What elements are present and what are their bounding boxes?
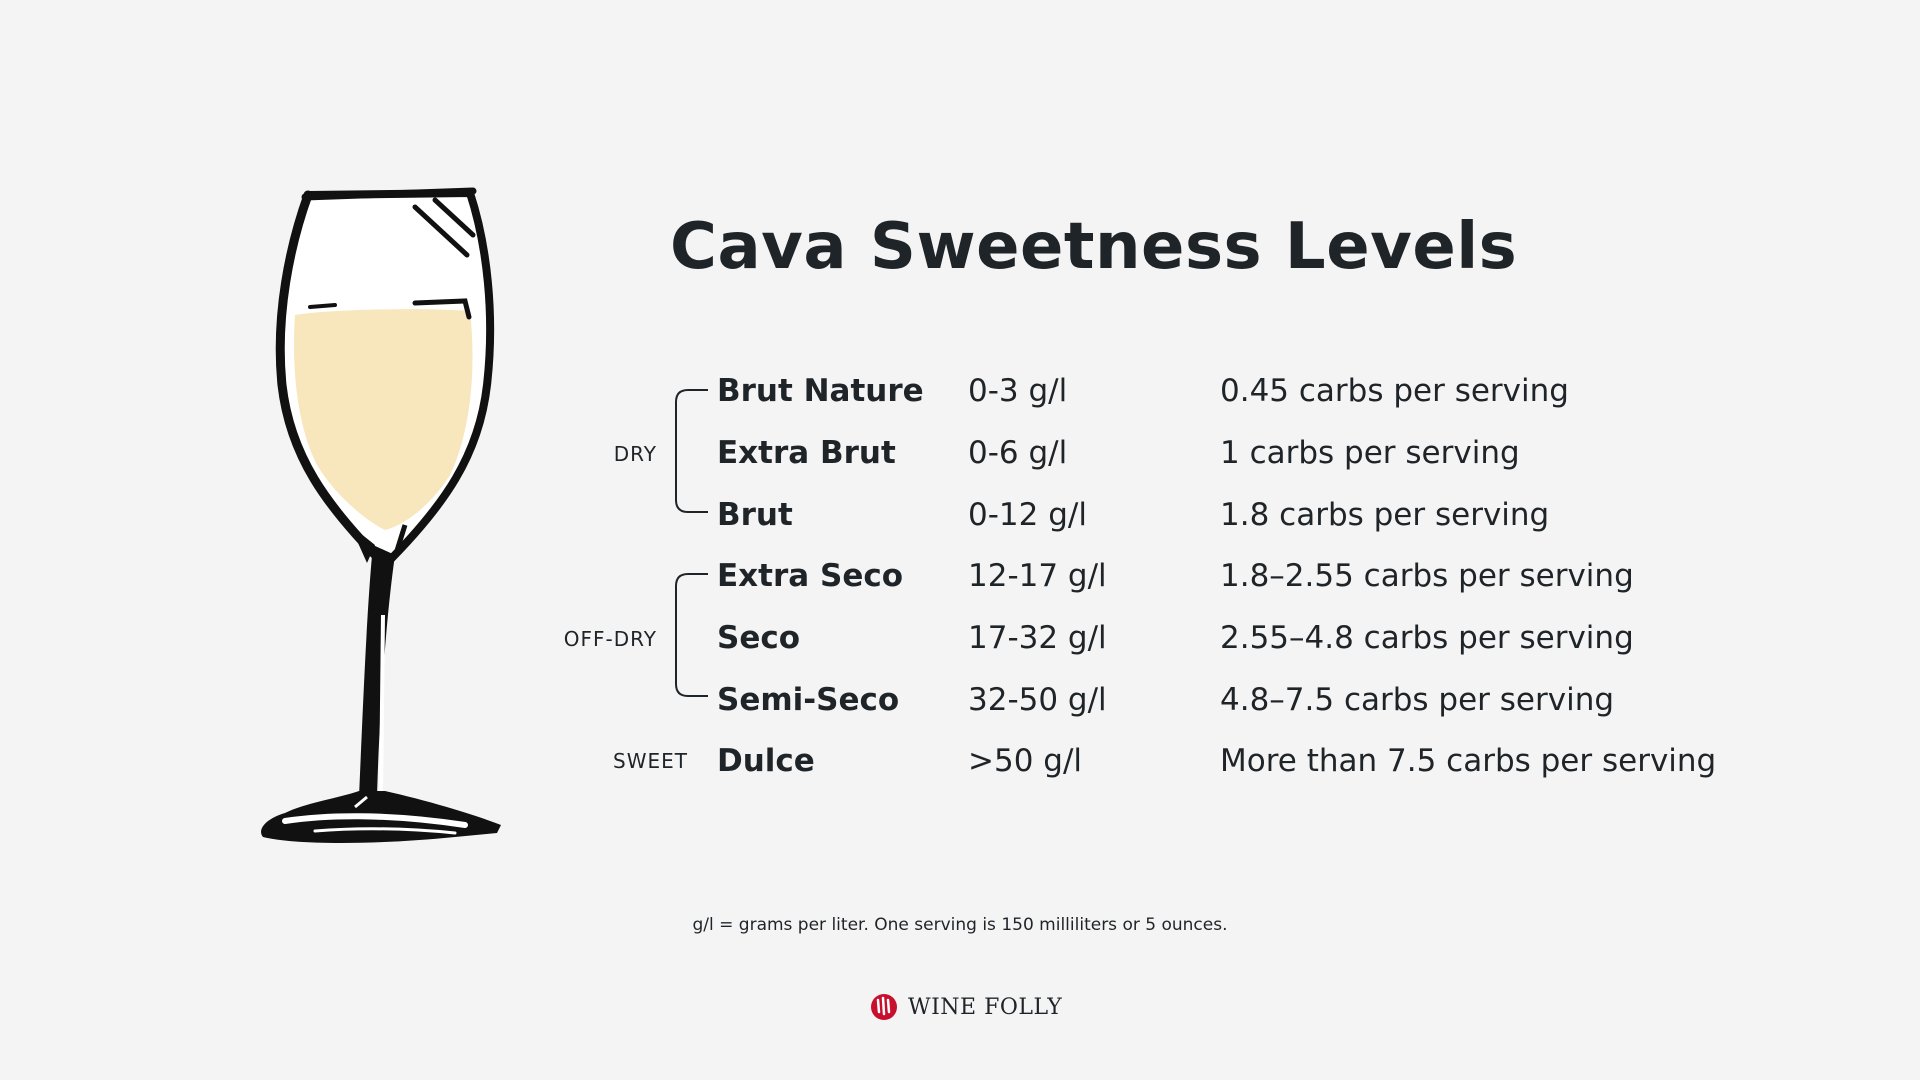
level-carbs: 0.45 carbs per serving [1220, 373, 1569, 409]
level-row-extra-brut: Extra Brut 0-6 g/l 1 carbs per serving [0, 422, 1920, 484]
level-row-extra-seco: Extra Seco 12-17 g/l 1.8–2.55 carbs per … [0, 545, 1920, 607]
level-carbs: 1.8–2.55 carbs per serving [1220, 558, 1634, 594]
level-row-semi-seco: Semi-Seco 32-50 g/l 4.8–7.5 carbs per se… [0, 669, 1920, 731]
level-carbs: More than 7.5 carbs per serving [1220, 743, 1717, 779]
level-row-brut-nature: Brut Nature 0-3 g/l 0.45 carbs per servi… [0, 360, 1920, 422]
level-name: Semi-Seco [717, 682, 900, 718]
level-carbs: 1.8 carbs per serving [1220, 497, 1550, 533]
level-sugar: 12-17 g/l [968, 558, 1107, 594]
wine-folly-logo-icon [871, 994, 897, 1020]
level-row-brut: Brut 0-12 g/l 1.8 carbs per serving [0, 484, 1920, 546]
page-title: Cava Sweetness Levels [670, 210, 1518, 284]
level-name: Brut Nature [717, 373, 924, 409]
level-carbs: 2.55–4.8 carbs per serving [1220, 620, 1634, 656]
level-name: Extra Seco [717, 558, 904, 594]
level-sugar: >50 g/l [968, 743, 1083, 779]
footnote: g/l = grams per liter. One serving is 15… [692, 915, 1228, 935]
brand-logo: WINE FOLLY [870, 990, 1062, 1024]
level-row-dulce: Dulce >50 g/l More than 7.5 carbs per se… [0, 730, 1920, 792]
level-name: Dulce [717, 743, 815, 779]
champagne-glass-illustration [261, 187, 501, 843]
level-sugar: 17-32 g/l [968, 620, 1107, 656]
group-label-off-dry: OFF-DRY [563, 627, 657, 651]
level-sugar: 32-50 g/l [968, 682, 1107, 718]
level-name: Brut [717, 497, 793, 533]
level-name: Extra Brut [717, 435, 896, 471]
level-name: Seco [717, 620, 801, 656]
level-carbs: 1 carbs per serving [1220, 435, 1520, 471]
group-label-dry: DRY [613, 442, 657, 466]
brand-name: WINE FOLLY [908, 994, 1063, 1020]
group-label-sweet: SWEET [613, 749, 688, 773]
level-row-seco: Seco 17-32 g/l 2.55–4.8 carbs per servin… [0, 607, 1920, 669]
level-sugar: 0-6 g/l [968, 435, 1068, 471]
off-dry-bracket [675, 573, 708, 697]
level-sugar: 0-3 g/l [968, 373, 1068, 409]
level-carbs: 4.8–7.5 carbs per serving [1220, 682, 1615, 718]
level-sugar: 0-12 g/l [968, 497, 1087, 533]
dry-bracket [675, 389, 708, 513]
